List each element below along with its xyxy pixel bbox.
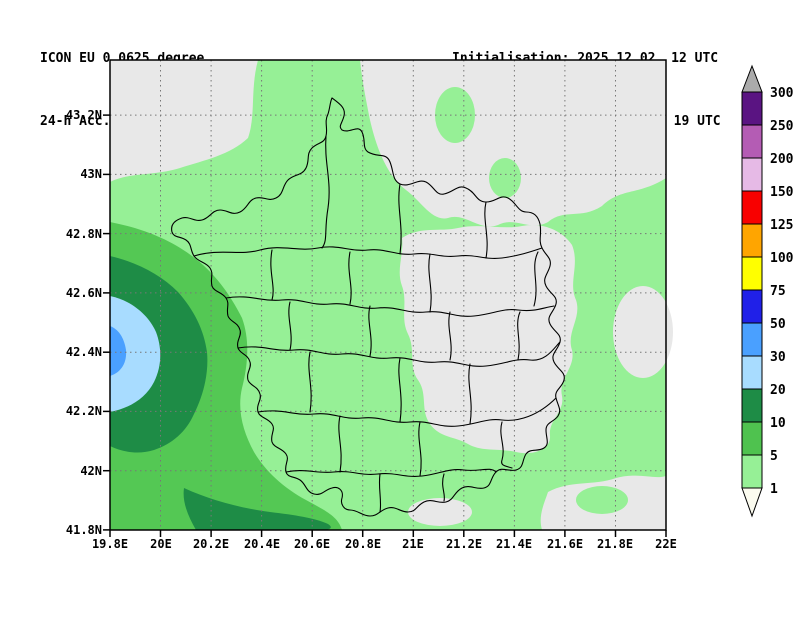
colorbar-band — [741, 91, 763, 126]
lat-label: 42.8N — [65, 227, 102, 241]
colorbar-label: 125 — [770, 218, 793, 233]
colorbar-label: 250 — [770, 119, 794, 134]
lat-label: 43N — [80, 167, 102, 181]
lon-label: 22E — [655, 537, 677, 551]
lat-label: 41.8N — [65, 523, 102, 537]
colorbar-label: 300 — [770, 86, 794, 101]
colorbar-below-min-arrow — [741, 487, 763, 518]
lat-label: 42N — [80, 464, 102, 478]
district-line — [338, 415, 342, 473]
lat-label: 42.4N — [65, 345, 102, 359]
colorbar-band — [741, 289, 763, 324]
lat-label: 43.2N — [65, 108, 102, 122]
precip-fill-layer — [110, 60, 673, 530]
district-line — [288, 301, 292, 351]
precip-region-10-20 — [183, 488, 331, 530]
colorbar-band — [741, 421, 763, 456]
precip-region-1-5 — [489, 158, 521, 198]
colorbar-label: 200 — [770, 152, 794, 167]
district-line — [428, 253, 432, 313]
colorbar-band — [741, 322, 763, 357]
colorbar-label: 150 — [770, 185, 794, 200]
district-line — [237, 341, 561, 367]
colorbar-band — [741, 190, 763, 225]
colorbar-band — [741, 355, 763, 390]
district-line — [378, 473, 382, 513]
colorbar-band — [741, 388, 763, 423]
district-line — [418, 421, 422, 477]
colorbar-label: 20 — [770, 383, 786, 398]
district-line — [442, 473, 445, 502]
colorbar-label: 30 — [770, 350, 786, 365]
district-borders — [171, 97, 565, 517]
map-frame — [109, 59, 667, 531]
colorbar-band — [741, 157, 763, 192]
lon-label: 21.6E — [546, 537, 584, 551]
precip-region-dry — [360, 60, 666, 227]
lon-label: 20.2E — [192, 537, 230, 551]
colorbar-band — [741, 124, 763, 159]
precip-region-dry — [399, 224, 578, 454]
country-outline — [171, 97, 565, 517]
colorbar-label: 5 — [770, 449, 778, 464]
district-line — [500, 421, 513, 469]
lon-label: 20.6E — [293, 537, 331, 551]
district-line — [285, 468, 497, 477]
district-line — [398, 357, 402, 423]
district-line — [270, 249, 274, 301]
lon-label: 21.4E — [495, 537, 533, 551]
district-line — [257, 397, 557, 427]
lon-label: 21.8E — [596, 537, 634, 551]
district-line — [517, 311, 521, 361]
axis-ticks — [103, 114, 667, 537]
district-line — [193, 246, 543, 259]
precip-region-dry — [613, 286, 673, 378]
lon-label: 20.8E — [344, 537, 382, 551]
colorbar-label: 100 — [770, 251, 794, 266]
district-line — [348, 251, 352, 305]
colorbar-band — [741, 454, 763, 489]
lon-label: 19.8E — [91, 537, 129, 551]
district-line — [368, 305, 372, 357]
lon-label: 20.4E — [243, 537, 281, 551]
graticule — [110, 60, 666, 530]
colorbar-band — [741, 223, 763, 258]
district-line — [308, 351, 312, 413]
district-line — [533, 251, 539, 307]
lon-label: 21E — [402, 537, 424, 551]
lon-label: 20E — [150, 537, 172, 551]
lat-label: 42.6N — [65, 286, 102, 300]
district-line — [321, 135, 330, 249]
precip-region-30-50 — [110, 326, 127, 376]
district-line — [484, 201, 488, 259]
colorbar-label: 75 — [770, 284, 786, 299]
district-line — [398, 183, 402, 255]
colorbar-band — [741, 256, 763, 291]
colorbar-label: 1 — [770, 482, 778, 497]
lat-label: 42.2N — [65, 404, 102, 418]
map-plot — [103, 59, 673, 537]
precip-region-dry — [110, 60, 258, 182]
colorbar: 300 250 200 150 125 100 75 50 30 20 10 5 1 — [741, 64, 794, 518]
district-line — [448, 311, 452, 361]
colorbar-above-max-arrow — [741, 64, 763, 93]
lon-label: 21.2E — [445, 537, 483, 551]
district-line — [225, 296, 555, 317]
district-line — [468, 363, 472, 425]
precip-region-20-30 — [110, 296, 161, 412]
colorbar-label: 50 — [770, 317, 786, 332]
precip-region-1-5 — [576, 486, 628, 514]
precip-region-dry — [408, 498, 472, 526]
colorbar-label: 10 — [770, 416, 786, 431]
